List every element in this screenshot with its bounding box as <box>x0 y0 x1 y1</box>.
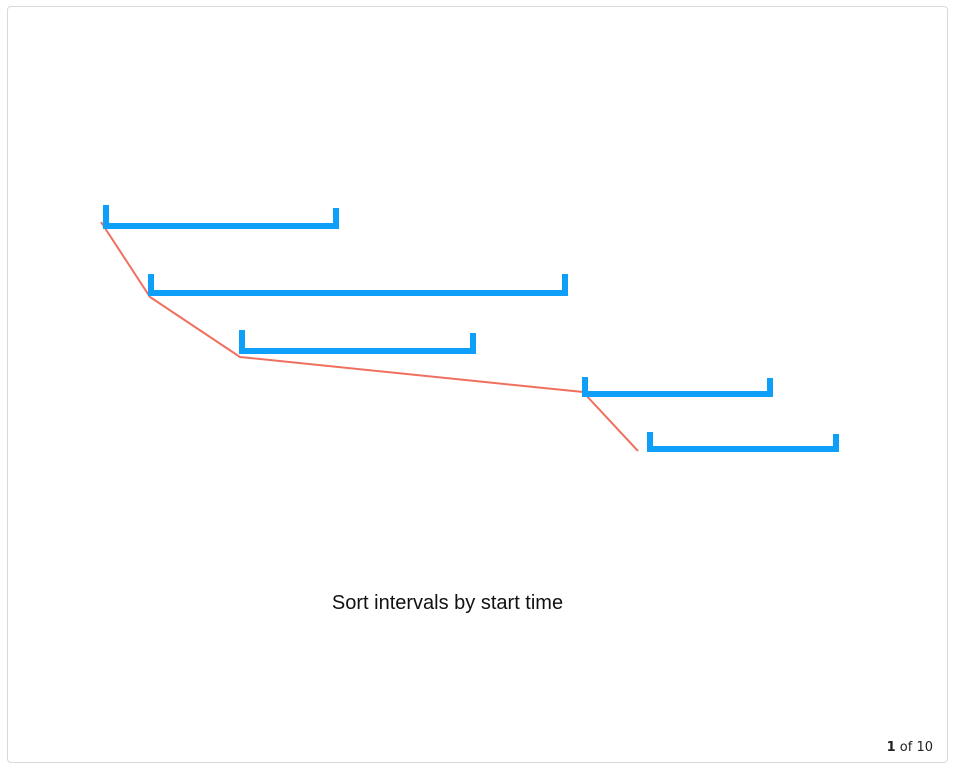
interval-bracket <box>647 432 839 452</box>
pager-total: 10 <box>916 740 933 755</box>
pager-current: 1 <box>886 740 896 755</box>
slide-frame <box>7 6 948 763</box>
slide-caption: Sort intervals by start time <box>331 592 564 614</box>
interval-bracket <box>148 274 568 296</box>
interval-bracket <box>239 330 476 354</box>
interval-bracket <box>103 205 339 229</box>
slide-pager: 1 of 10 <box>887 740 933 755</box>
start-time-connector <box>100 221 639 452</box>
pager-separator: of <box>899 740 913 755</box>
interval-bracket <box>582 377 773 397</box>
